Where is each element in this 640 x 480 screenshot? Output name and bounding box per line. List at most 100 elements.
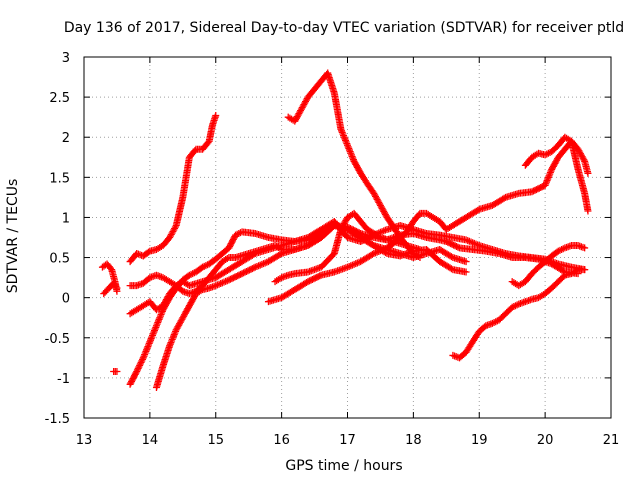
data-point (223, 255, 231, 263)
data-point (297, 105, 305, 113)
data-point (218, 279, 226, 287)
data-point (338, 128, 346, 136)
data-point (145, 339, 153, 347)
data-point (156, 312, 164, 320)
data-point (172, 327, 180, 335)
data-point (260, 260, 268, 268)
data-point (541, 181, 549, 189)
data-point (107, 264, 115, 272)
data-point (584, 207, 592, 215)
data-point (258, 260, 266, 268)
data-point (462, 236, 470, 244)
data-point (139, 354, 147, 362)
data-point (250, 250, 258, 258)
data-point (510, 302, 518, 310)
data-point (154, 319, 162, 327)
data-point (543, 177, 551, 185)
data-point (182, 308, 190, 316)
data-point (316, 272, 324, 280)
data-point (136, 360, 144, 368)
data-point (200, 262, 208, 270)
data-point (176, 320, 184, 328)
data-point (462, 268, 470, 276)
data-point (355, 166, 363, 174)
data-point (542, 180, 550, 188)
data-point (169, 334, 177, 342)
data-point (180, 312, 188, 320)
data-point (340, 132, 348, 140)
data-point (548, 165, 556, 173)
data-point (454, 243, 462, 251)
data-point (190, 294, 198, 302)
data-point (467, 238, 475, 246)
y-tick-label: 2 (62, 131, 70, 146)
data-point (490, 319, 498, 327)
data-point (375, 247, 383, 255)
data-point (256, 261, 264, 269)
data-point (292, 116, 300, 124)
data-point (351, 159, 359, 167)
data-point (276, 250, 284, 258)
data-point (158, 307, 166, 315)
data-point (212, 282, 220, 290)
data-point (353, 163, 361, 171)
data-point (171, 329, 179, 337)
data-point (464, 237, 472, 245)
data-point (140, 352, 148, 360)
data-series-arc-14 (508, 242, 589, 290)
data-point (166, 234, 174, 241)
data-point (353, 162, 361, 170)
data-point (513, 301, 521, 309)
data-point (340, 133, 348, 141)
data-point (137, 358, 145, 366)
data-point (370, 189, 378, 197)
data-point (552, 158, 560, 166)
x-tick-label: 16 (273, 433, 290, 448)
data-point (146, 338, 154, 346)
data-point (350, 157, 358, 165)
data-point (349, 154, 357, 162)
data-point (584, 169, 592, 177)
data-point (181, 309, 189, 317)
data-point (212, 112, 220, 120)
data-point (276, 275, 284, 283)
data-point (546, 170, 554, 178)
data-point (154, 317, 162, 325)
data-point (261, 259, 269, 267)
y-tick-label: 1.5 (49, 171, 70, 186)
data-point (295, 110, 303, 118)
data-point (341, 218, 349, 226)
data-point (380, 207, 388, 215)
data-point (170, 331, 178, 339)
data-series-arc-3 (110, 367, 121, 375)
data-point (149, 330, 157, 338)
data-point (378, 228, 386, 236)
data-point (141, 351, 149, 359)
data-point (462, 258, 470, 266)
data-point (166, 342, 174, 350)
y-tick-label: 0 (62, 292, 70, 307)
data-point (541, 151, 549, 159)
data-point (133, 367, 141, 375)
data-point (416, 254, 424, 262)
data-point (302, 96, 310, 104)
data-point (162, 300, 170, 308)
data-point (250, 264, 258, 272)
data-point (152, 322, 160, 330)
data-point (543, 150, 551, 158)
data-point (113, 284, 121, 292)
x-tick-label: 21 (603, 433, 620, 448)
data-point (337, 125, 345, 133)
data-point (170, 226, 178, 234)
data-point (372, 194, 380, 202)
y-axis-label: SDTVAR / TECUs (5, 179, 21, 294)
data-point (344, 263, 351, 271)
data-point (368, 250, 376, 258)
data-point (150, 327, 158, 335)
data-point (337, 225, 345, 233)
data-point (350, 260, 358, 268)
data-point (213, 281, 221, 289)
data-point (380, 245, 388, 253)
data-point (545, 172, 553, 180)
data-point (291, 117, 299, 125)
